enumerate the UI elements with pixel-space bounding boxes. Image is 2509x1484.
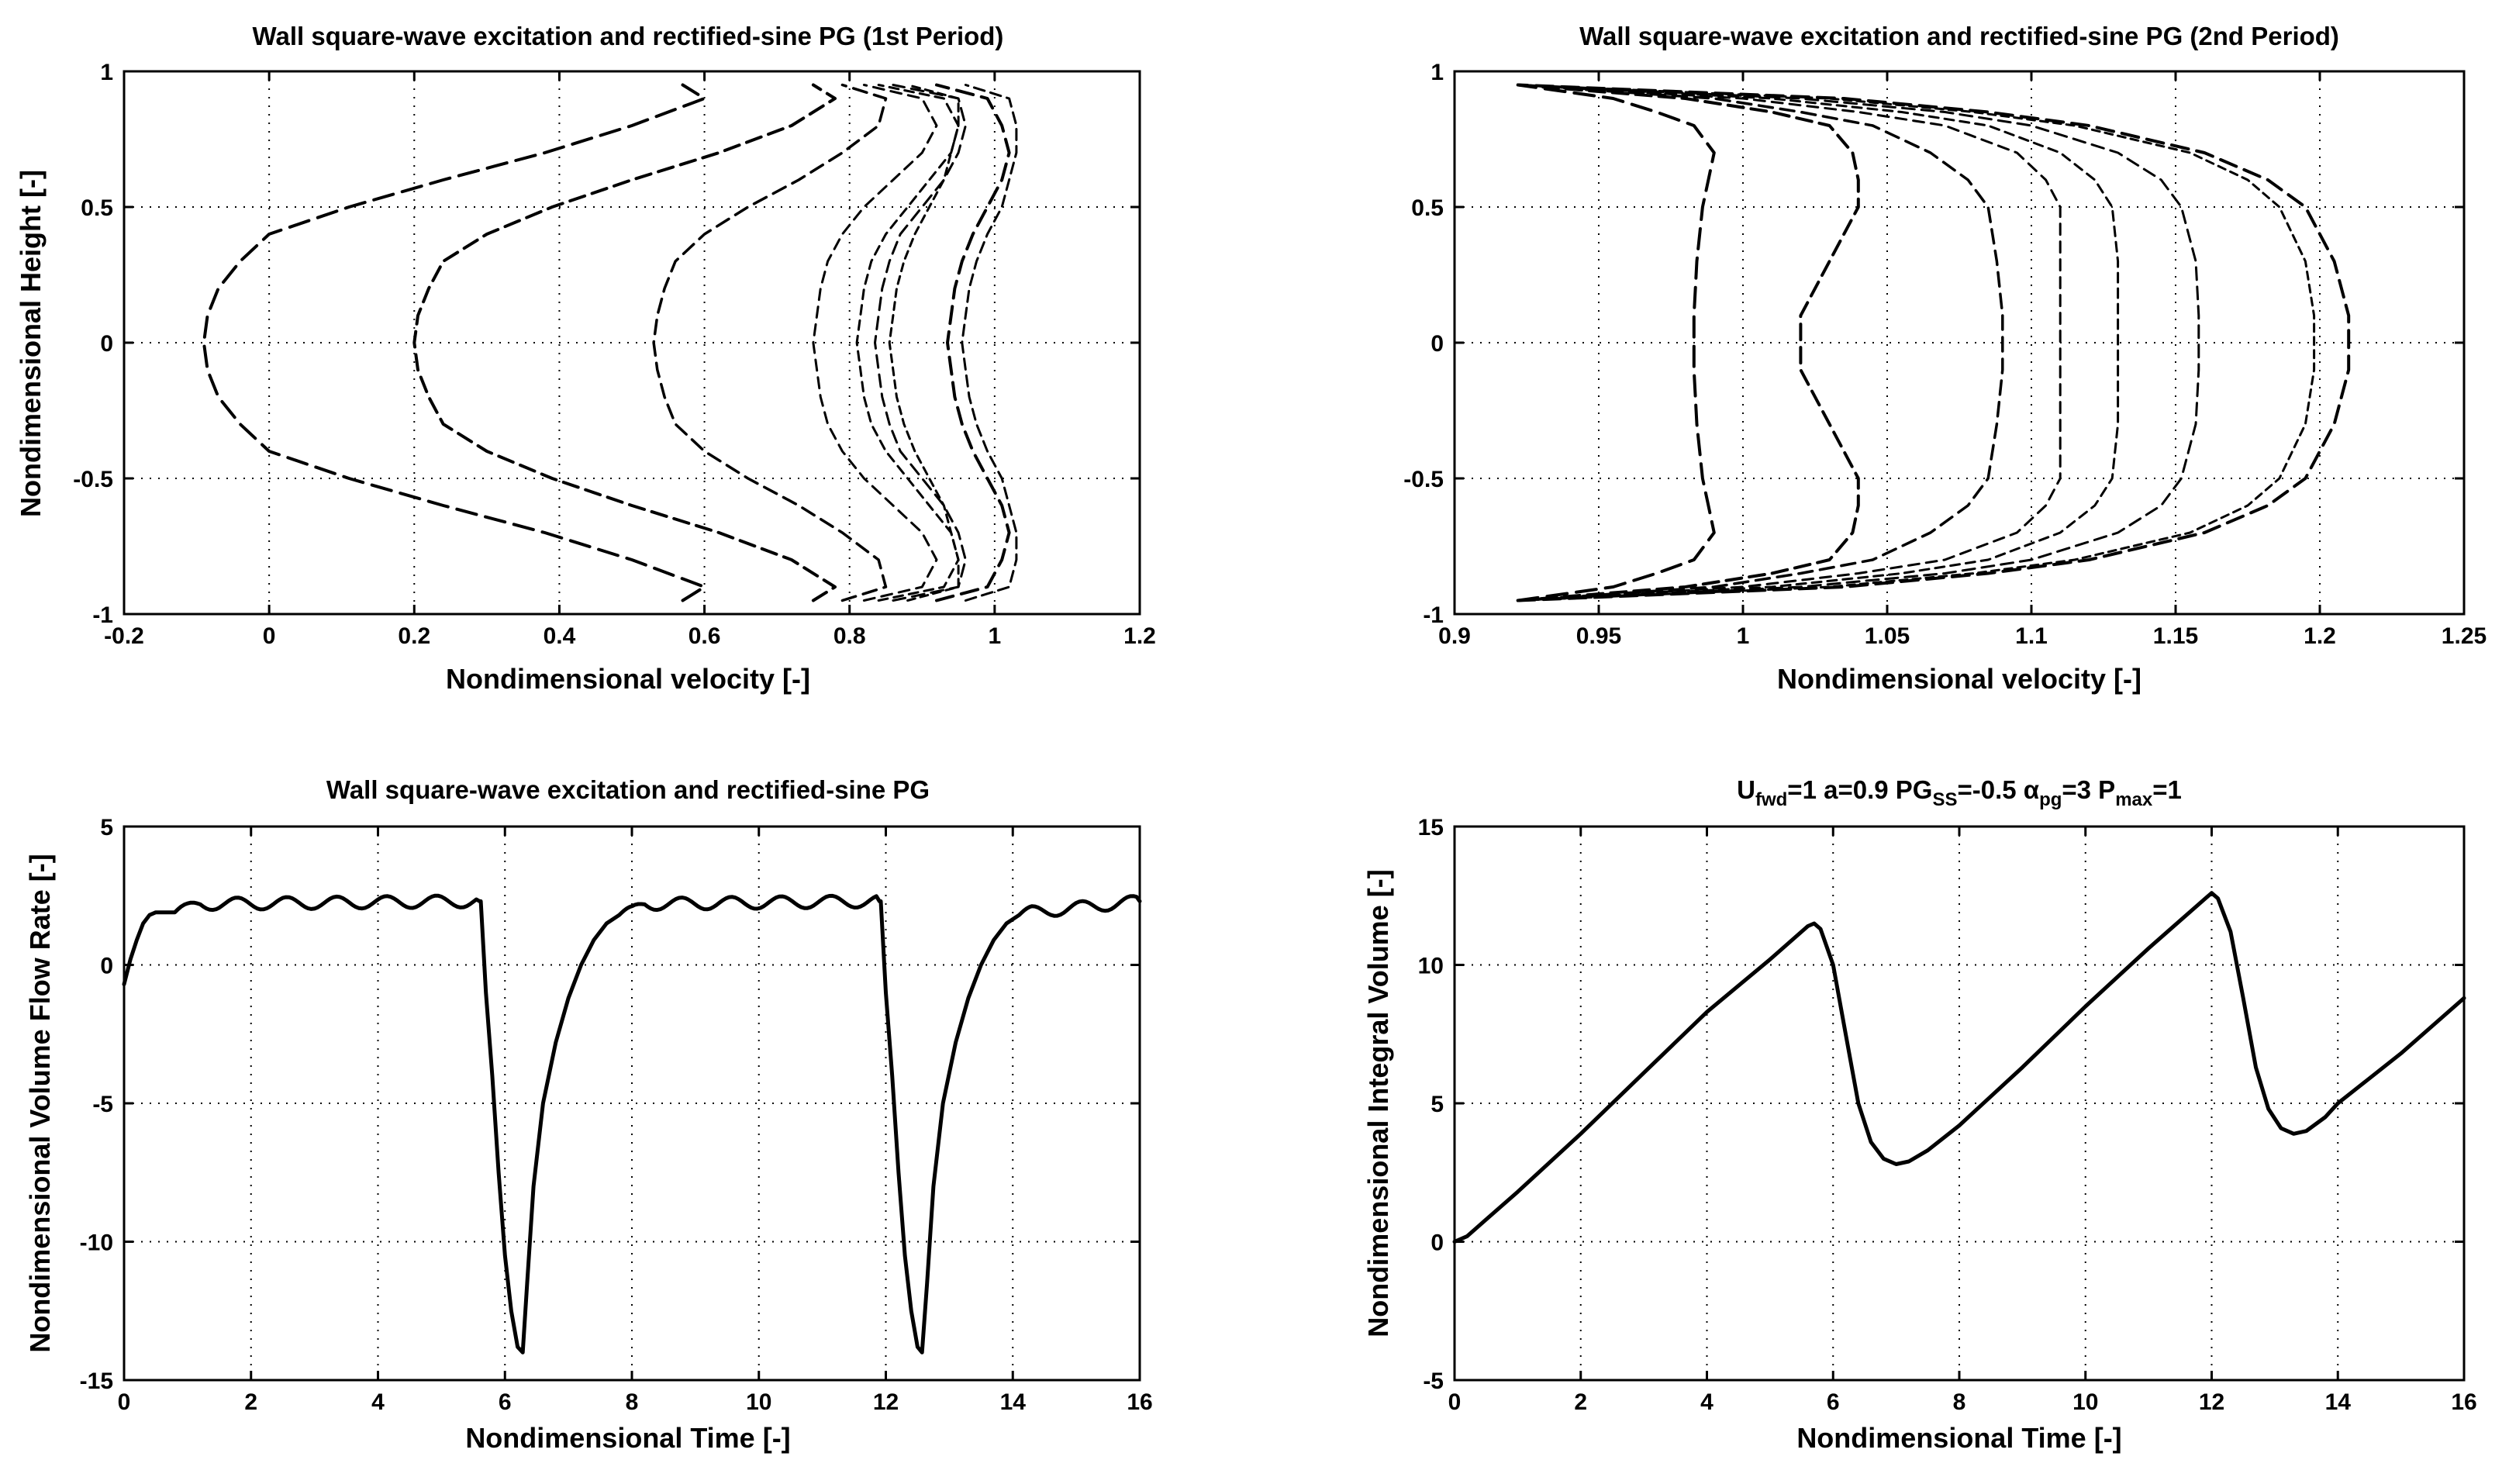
x-tick-label: 0.2	[398, 623, 430, 649]
panel-4-xlabel: Nondimensional Time [-]	[1796, 1422, 2121, 1454]
series-line	[1517, 83, 2004, 602]
x-tick-label: 1.15	[2153, 623, 2198, 649]
y-tick-label: -0.5	[73, 467, 113, 492]
x-tick-label: 1.2	[1123, 623, 1156, 649]
y-tick-label: -1	[92, 602, 113, 628]
series-line	[935, 83, 1011, 602]
panel-3-title: Wall square-wave excitation and rectifie…	[326, 775, 930, 804]
series-line	[122, 893, 1142, 1355]
x-tick-label: 8	[1953, 1389, 1966, 1415]
x-tick-label: 0.9	[1438, 623, 1471, 649]
x-tick-label: 1	[1737, 623, 1750, 649]
x-tick-label: 6	[499, 1389, 512, 1415]
title-subscript: max	[2115, 789, 2153, 810]
series-line	[1516, 83, 1860, 602]
title-segment: =1 a=0.9 PG	[1787, 775, 1932, 804]
x-tick-label: 14	[2325, 1389, 2352, 1415]
x-tick-label: 12	[873, 1389, 899, 1415]
x-tick-label: 1.1	[2015, 623, 2048, 649]
x-tick-label: 16	[2451, 1389, 2476, 1415]
y-tick-label: 1	[1431, 60, 1444, 85]
title-subscript: pg	[2039, 789, 2062, 810]
y-tick-label: 5	[100, 815, 113, 840]
title-subscript: fwd	[1755, 789, 1787, 810]
x-tick-label: 1	[989, 623, 1002, 649]
y-tick-label: -0.5	[1403, 467, 1444, 492]
panel-3-ylabel: Nondimensional Volume Flow Rate [-]	[24, 854, 56, 1352]
title-segment: =-0.5	[1957, 775, 2023, 804]
x-tick-label: 8	[626, 1389, 639, 1415]
y-tick-label: 0	[1431, 1230, 1444, 1256]
x-tick-label: 4	[1700, 1389, 1714, 1415]
y-tick-label: -5	[92, 1092, 113, 1117]
y-tick-label: 0	[100, 331, 113, 357]
x-tick-label: 0.4	[544, 623, 576, 649]
title-segment: =1	[2152, 775, 2182, 804]
x-tick-label: 1.25	[2442, 623, 2487, 649]
series-line	[1516, 83, 1716, 602]
y-tick-label: -10	[80, 1230, 113, 1256]
series-line	[1517, 84, 2200, 602]
x-tick-label: 0	[1448, 1389, 1462, 1415]
y-tick-label: -1	[1423, 602, 1444, 628]
series-line	[874, 84, 967, 602]
x-tick-label: 0.8	[833, 623, 866, 649]
series-line	[1452, 891, 2466, 1244]
y-tick-label: 15	[1418, 815, 1444, 840]
x-tick-label: 2	[244, 1389, 257, 1415]
panel-2-title: Wall square-wave excitation and rectifie…	[1579, 22, 2339, 50]
series-line	[652, 83, 888, 602]
y-tick-label: 0.5	[81, 195, 113, 221]
title-subscript: SS	[1932, 789, 1957, 810]
x-tick-label: 10	[746, 1389, 771, 1415]
x-tick-label: 0.95	[1576, 623, 1621, 649]
x-tick-label: 2	[1574, 1389, 1587, 1415]
title-segment: =3 P	[2062, 775, 2115, 804]
x-tick-label: 1.2	[2304, 623, 2336, 649]
x-tick-label: 0	[263, 623, 276, 649]
series-line	[1517, 84, 2316, 602]
y-tick-label: -15	[80, 1368, 113, 1394]
series-line	[412, 83, 837, 602]
panel-2: Wall square-wave excitation and rectifie…	[1403, 22, 2487, 695]
panel-3: Wall square-wave excitation and rectifie…	[24, 775, 1153, 1454]
y-tick-label: 0	[1431, 331, 1444, 357]
x-tick-label: 14	[1000, 1389, 1027, 1415]
x-tick-label: 1.05	[1865, 623, 1910, 649]
y-tick-label: 5	[1431, 1092, 1444, 1117]
panel-4-title: Ufwd=1 a=0.9 PGSS=-0.5 αpg=3 Pmax=1	[1737, 775, 2182, 810]
panel-1-ylabel: Nondimensional Height [-]	[15, 170, 47, 517]
y-tick-label: -5	[1423, 1368, 1444, 1394]
panel-1-title: Wall square-wave excitation and rectifie…	[253, 22, 1004, 50]
x-tick-label: 0.6	[689, 623, 721, 649]
panel-1: Wall square-wave excitation and rectifie…	[15, 22, 1156, 695]
x-tick-label: 0	[118, 1389, 131, 1415]
series-line	[812, 84, 938, 602]
title-segment: α	[2024, 775, 2039, 804]
y-tick-label: 0	[100, 954, 113, 979]
y-tick-label: 1	[100, 60, 113, 85]
title-segment: U	[1737, 775, 1755, 804]
panel-4-ylabel: Nondimensional Integral Volume [-]	[1362, 869, 1394, 1337]
panel-3-xlabel: Nondimensional Time [-]	[465, 1422, 790, 1454]
panel-4: Ufwd=1 a=0.9 PGSS=-0.5 αpg=3 Pmax=1 Nond…	[1362, 775, 2477, 1454]
x-tick-label: 4	[371, 1389, 385, 1415]
panel-2-xlabel: Nondimensional velocity [-]	[1777, 663, 2141, 695]
x-tick-label: 10	[2072, 1389, 2098, 1415]
x-tick-label: 16	[1127, 1389, 1152, 1415]
series-line	[1516, 83, 2351, 602]
panel-1-xlabel: Nondimensional velocity [-]	[446, 663, 810, 695]
x-tick-label: -0.2	[104, 623, 144, 649]
x-tick-label: 6	[1827, 1389, 1840, 1415]
series-line	[855, 84, 960, 602]
series-line	[888, 84, 960, 602]
series-line	[961, 84, 1018, 602]
y-tick-label: 0.5	[1411, 195, 1444, 221]
series-line	[1517, 84, 2062, 602]
x-tick-label: 12	[2199, 1389, 2224, 1415]
series-line	[1517, 84, 2120, 602]
y-tick-label: 10	[1418, 954, 1444, 979]
